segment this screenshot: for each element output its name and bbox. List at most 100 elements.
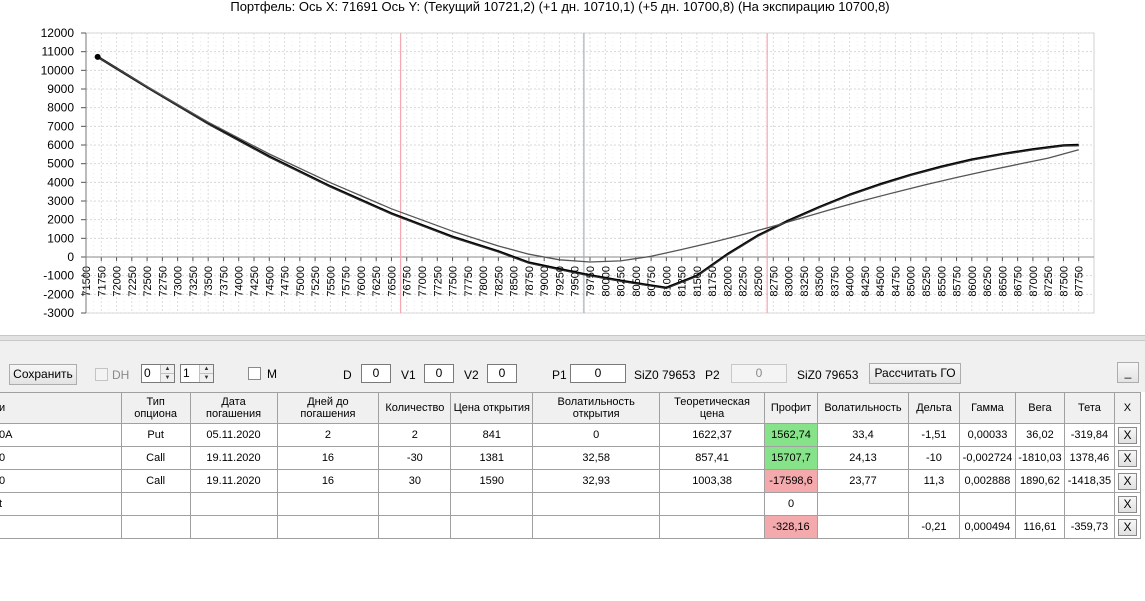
cell-quantity[interactable]: 30 [378,469,452,493]
cell-name[interactable]: t [0,492,122,516]
cell-theoretical-price[interactable] [659,492,766,516]
cell-quantity[interactable] [378,515,452,539]
cell-theoretical-price[interactable]: 1622,37 [659,423,766,447]
delete-row-button[interactable]: X [1117,472,1137,490]
cell-name[interactable]: 0A [0,423,122,447]
cell-volatility[interactable] [817,492,909,516]
cell-vega[interactable]: 1890,62 [1014,469,1065,493]
cell-open-price[interactable]: 1590 [450,469,534,493]
save-button[interactable]: Сохранить [9,364,77,385]
cell-gamma[interactable]: -0,002724 [958,446,1016,470]
cell-open-price[interactable]: 841 [450,423,534,447]
col-header-option-type[interactable]: Тип опциона [120,392,191,424]
table-row[interactable]: -328,16 -0,21 0,000494 116,61 -359,73 X [0,515,1142,539]
dh-spinner-2[interactable]: 1 ▲ ▼ [180,364,214,383]
cell-open-volatility[interactable]: 32,93 [532,469,661,493]
cell-open-volatility[interactable] [532,492,661,516]
cell-option-type[interactable]: Call [120,446,191,470]
minimize-button[interactable]: _ [1117,362,1139,383]
cell-days-to-expiry[interactable]: 16 [276,446,380,470]
col-header-vega[interactable]: Вега [1014,392,1065,424]
cell-option-type[interactable]: Call [120,469,191,493]
table-row[interactable]: t 0 X [0,492,1142,516]
cell-delta[interactable]: -1,51 [907,423,960,447]
col-header-theta[interactable]: Тета [1063,392,1115,424]
cell-option-type[interactable] [120,515,191,539]
spin-down-icon[interactable]: ▼ [164,375,171,381]
delete-row-button[interactable]: X [1117,518,1137,536]
cell-quantity[interactable] [378,492,452,516]
cell-theoretical-price[interactable]: 1003,38 [659,469,766,493]
cell-gamma[interactable]: 0,000494 [958,515,1016,539]
cell-volatility[interactable]: 33,4 [817,423,909,447]
table-row[interactable]: 0Call19.11.202016-30138132,58857,4115707… [0,446,1142,470]
v1-input[interactable]: 0 [424,364,454,383]
calculate-margin-button[interactable]: Рассчитать ГО [869,363,961,384]
cell-days-to-expiry[interactable] [276,515,380,539]
cell-name[interactable]: 0 [0,469,122,493]
cell-theta[interactable] [1063,492,1115,516]
cell-days-to-expiry[interactable]: 16 [276,469,380,493]
cell-gamma[interactable]: 0,00033 [958,423,1016,447]
panel-splitter[interactable] [0,335,1145,341]
cell-open-price[interactable]: 1381 [450,446,534,470]
cell-profit[interactable]: -17598,6 [764,469,819,493]
cell-name[interactable]: 0 [0,446,122,470]
cell-open-price[interactable] [450,492,534,516]
table-row[interactable]: 0Call19.11.20201630159032,931003,38-1759… [0,469,1142,493]
cell-theoretical-price[interactable] [659,515,766,539]
cell-expiry-date[interactable] [189,492,278,516]
delete-row-button[interactable]: X [1117,449,1137,467]
cell-volatility[interactable]: 23,77 [817,469,909,493]
col-header-profit[interactable]: Профит [764,392,819,424]
col-header-expiry-date[interactable]: Дата погашения [189,392,278,424]
col-header-delta[interactable]: Дельта [907,392,960,424]
cell-theoretical-price[interactable]: 857,41 [659,446,766,470]
v2-input[interactable]: 0 [487,364,517,383]
spin-down-icon[interactable]: ▼ [203,375,210,381]
spin-up-icon[interactable]: ▲ [200,365,213,374]
cell-quantity[interactable]: -30 [378,446,452,470]
col-header-days-to-expiry[interactable]: Дней до погашения [276,392,380,424]
cell-open-price[interactable] [450,515,534,539]
cell-delta[interactable] [907,492,960,516]
col-header-delete[interactable]: X [1113,392,1142,424]
cell-theta[interactable]: -1418,35 [1063,469,1115,493]
dh-spinner-1[interactable]: 0 ▲ ▼ [141,364,175,383]
cell-profit[interactable]: 1562,74 [764,423,819,447]
cell-volatility[interactable] [817,515,909,539]
p1-input[interactable]: 0 [570,364,626,383]
cell-open-volatility[interactable]: 32,58 [532,446,661,470]
cell-option-type[interactable] [120,492,191,516]
cell-expiry-date[interactable] [189,515,278,539]
col-header-volatility[interactable]: Волатильность [817,392,909,424]
cell-delta[interactable]: 11,3 [907,469,960,493]
cell-gamma[interactable] [958,492,1016,516]
col-header-gamma[interactable]: Гамма [958,392,1016,424]
cell-vega[interactable]: -1810,03 [1014,446,1065,470]
col-header-quantity[interactable]: Количество [378,392,452,424]
cell-delta[interactable]: -0,21 [907,515,960,539]
col-header-name[interactable]: и [0,392,122,424]
cell-expiry-date[interactable]: 19.11.2020 [189,446,278,470]
cell-volatility[interactable]: 24,13 [817,446,909,470]
cell-name[interactable] [0,515,122,539]
cell-expiry-date[interactable]: 19.11.2020 [189,469,278,493]
payoff-chart[interactable]: 1200011000100009000800070006000500040003… [0,0,1145,335]
cell-option-type[interactable]: Put [120,423,191,447]
cell-profit[interactable]: 15707,7 [764,446,819,470]
cell-days-to-expiry[interactable] [276,492,380,516]
d-input[interactable]: 0 [361,364,391,383]
cell-profit[interactable]: -328,16 [764,515,819,539]
p2-input[interactable]: 0 [731,364,787,383]
cell-vega[interactable]: 36,02 [1014,423,1065,447]
col-header-open-price[interactable]: Цена открытия [450,392,534,424]
cell-profit[interactable]: 0 [764,492,819,516]
cell-gamma[interactable]: 0,002888 [958,469,1016,493]
cell-expiry-date[interactable]: 05.11.2020 [189,423,278,447]
cell-days-to-expiry[interactable]: 2 [276,423,380,447]
cell-open-volatility[interactable]: 0 [532,423,661,447]
m-checkbox[interactable] [248,367,261,380]
col-header-theoretical-price[interactable]: Теоретическая цена [659,392,766,424]
cell-delta[interactable]: -10 [907,446,960,470]
